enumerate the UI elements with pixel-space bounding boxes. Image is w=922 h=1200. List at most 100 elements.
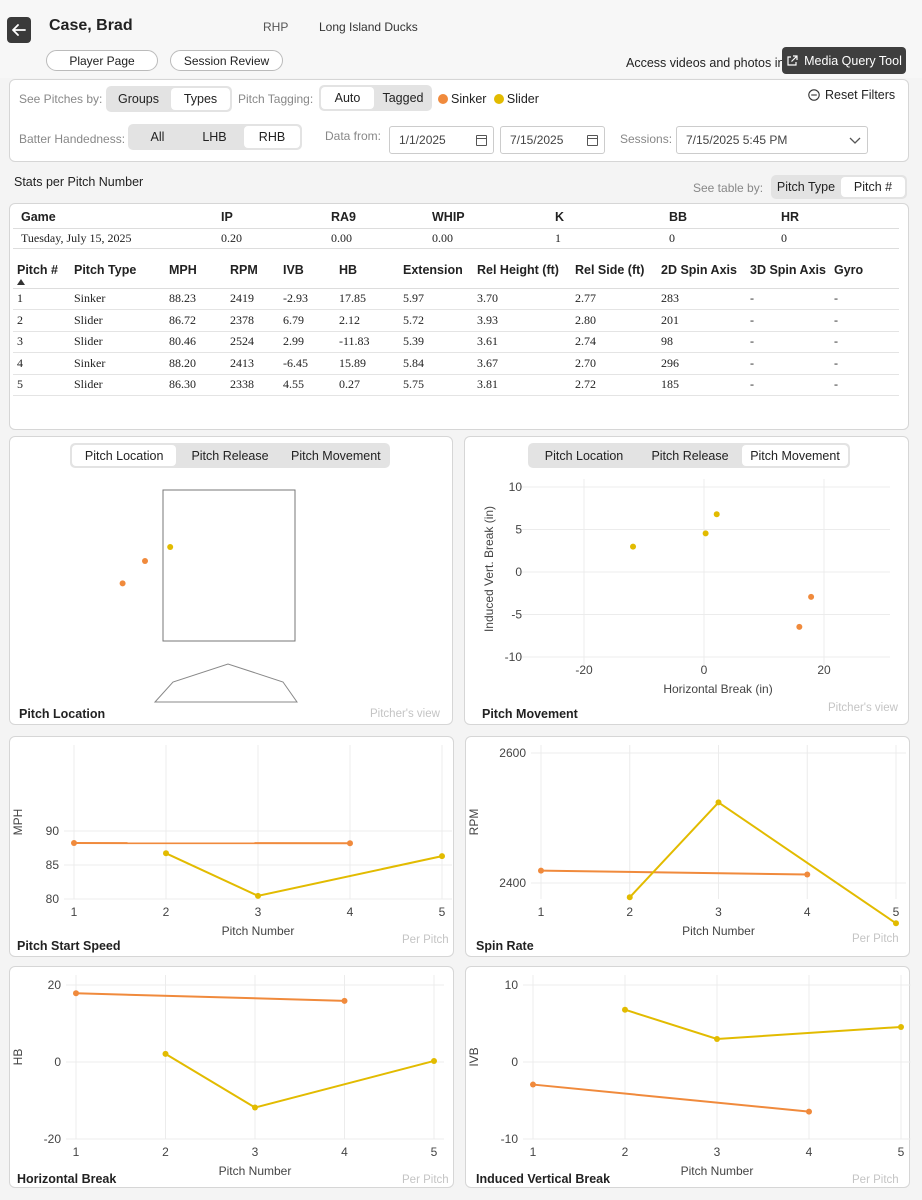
strike-zone (162, 489, 296, 642)
table-cell: 201 (657, 309, 746, 332)
table-cell: Slider (70, 309, 165, 332)
col-pitch-type[interactable]: Pitch Type (70, 259, 165, 289)
per-pitch-note: Per Pitch (852, 933, 899, 945)
y-tick-label: 0 (54, 1055, 61, 1069)
data-point-slider (162, 1050, 169, 1057)
table-cell: 0 (661, 228, 773, 249)
session-review-button[interactable]: Session Review (170, 50, 283, 71)
minus-circle-icon (808, 89, 820, 101)
tab-pitch-movement[interactable]: Pitch Movement (291, 448, 381, 463)
col-ivb[interactable]: IVB (279, 259, 335, 289)
player-page-button[interactable]: Player Page (46, 50, 158, 71)
data-point-slider (163, 850, 169, 857)
table-cell: Sinker (70, 352, 165, 375)
table-cell: 0 (773, 228, 899, 249)
x-tick-label: 3 (715, 905, 722, 919)
data-point-slider (715, 799, 722, 806)
table-cell: 86.30 (165, 374, 226, 396)
filter-panel: See Pitches by: Groups Types Pitch Taggi… (9, 79, 909, 162)
tab-pitch-release[interactable]: Pitch Release (651, 448, 729, 463)
y-tick-label: 80 (46, 892, 60, 906)
date-from-input[interactable]: 1/1/2025 (389, 126, 494, 154)
legend-item-sinker: Sinker (438, 92, 486, 106)
table-cell: 2.99 (279, 331, 335, 353)
y-axis-label: IVB (467, 1047, 481, 1066)
x-axis-label: Pitch Number (219, 1164, 292, 1178)
table-row: 3 Slider 80.46 2524 2.99 -11.83 5.39 3.61 2.74 98… (13, 331, 899, 353)
col-gyro[interactable]: Gyro (830, 259, 899, 289)
col-mph[interactable]: MPH (165, 259, 226, 289)
x-axis-label: Pitch Number (681, 1164, 754, 1178)
table-row: 1 Sinker 88.23 2419 -2.93 17.85 5.97 3.70 2.77 28… (13, 288, 899, 310)
pitch-number-table-option[interactable]: Pitch # (841, 177, 905, 197)
tab-pitch-release[interactable]: Pitch Release (191, 448, 269, 463)
tagged-option[interactable]: Tagged (382, 91, 424, 105)
table-cell: 2378 (226, 309, 279, 332)
tab-pitch-location[interactable]: Pitch Location (72, 445, 177, 466)
stats-title: Stats per Pitch Number (14, 175, 144, 189)
hand-all-option[interactable]: All (150, 130, 165, 144)
pitch-type-table-option[interactable]: Pitch Type (776, 180, 836, 194)
col-hb[interactable]: HB (335, 259, 399, 289)
hand-lhb-option[interactable]: LHB (202, 130, 227, 144)
x-tick-label: 2 (162, 1145, 169, 1159)
tab-pitch-location[interactable]: Pitch Location (544, 448, 624, 463)
x-tick-label: 3 (255, 905, 262, 919)
player-name: Case, Brad (49, 17, 133, 34)
top-bar: Case, Brad RHP Long Island Ducks Player … (0, 0, 922, 78)
table-cell: 1 (547, 228, 661, 249)
pitch-type-legend: Sinker Slider (438, 92, 539, 106)
data-point-slider (626, 894, 633, 901)
hand-rhb-option[interactable]: RHB (244, 126, 300, 148)
col-extension[interactable]: Extension (399, 259, 473, 289)
reset-filters-button[interactable]: Reset Filters (808, 88, 895, 102)
pitch-point-slider (167, 544, 174, 550)
col-3d-spin-axis[interactable]: 3D Spin Axis (746, 259, 830, 289)
date-to-input[interactable]: 7/15/2025 (500, 126, 605, 154)
col-rel-height[interactable]: Rel Height (ft) (473, 259, 571, 289)
table-cell: 2.74 (571, 331, 657, 353)
auto-option[interactable]: Auto (321, 87, 374, 109)
x-tick-label: 5 (431, 1145, 438, 1159)
col-whip: WHIP (424, 207, 547, 229)
table-row: Tuesday, July 15, 2025 0.20 0.00 0.00 1 … (13, 228, 899, 249)
back-button[interactable] (7, 17, 31, 43)
x-tick-label: 4 (341, 1145, 348, 1159)
col-rpm[interactable]: RPM (226, 259, 279, 289)
x-tick-label: 1 (71, 905, 78, 919)
x-tick-label: -20 (575, 663, 593, 677)
session-select[interactable]: 7/15/2025 5:45 PM (676, 126, 868, 154)
table-row: 4 Sinker 88.20 2413 -6.45 15.89 5.84 3.67 2.70 29… (13, 352, 899, 375)
legend-dot-slider (493, 94, 504, 104)
data-point-slider (898, 1023, 904, 1030)
x-tick-label: 2 (626, 905, 633, 919)
y-tick-label: 0 (515, 565, 522, 579)
y-axis-label: Induced Vert. Break (in) (482, 506, 496, 632)
pitch-movement-panel: Pitch Location Pitch Release Pitch Movem… (464, 436, 909, 725)
col-rel-side[interactable]: Rel Side (ft) (571, 259, 657, 289)
x-tick-label: 4 (804, 905, 811, 919)
x-tick-label: 20 (817, 663, 831, 677)
pitch-tagging-toggle: Auto Tagged (319, 85, 432, 111)
data-point-slider (255, 892, 261, 899)
table-cell: Slider (70, 374, 165, 396)
tab-pitch-movement[interactable]: Pitch Movement (742, 445, 848, 466)
batter-handedness-label: Batter Handedness: (19, 132, 126, 146)
y-tick-label: -20 (44, 1132, 62, 1146)
pitch-grouping-toggle: Groups Types (106, 86, 232, 112)
table-cell: 0.00 (424, 228, 547, 249)
data-point-sinker (804, 871, 811, 878)
y-axis-label: HB (11, 1049, 25, 1066)
types-option[interactable]: Types (171, 88, 230, 110)
x-tick-label: 5 (898, 1145, 905, 1159)
groups-option[interactable]: Groups (118, 92, 159, 106)
series-line-slider (624, 1008, 902, 1040)
col-ip: IP (213, 207, 323, 229)
media-query-tool-button[interactable]: Media Query Tool (782, 47, 906, 74)
pitch-movement-title: Pitch Movement (482, 707, 578, 721)
col-2d-spin-axis[interactable]: 2D Spin Axis (657, 259, 746, 289)
table-cell: 3.93 (473, 309, 571, 332)
col-pitch-number[interactable]: Pitch # (13, 259, 70, 289)
table-cell: 2419 (226, 288, 279, 310)
y-tick-label: 85 (46, 858, 60, 872)
